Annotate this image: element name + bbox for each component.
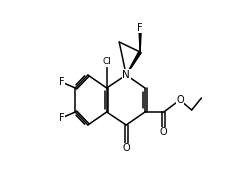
Text: Cl: Cl [102, 57, 111, 66]
Text: F: F [59, 113, 64, 123]
Text: O: O [122, 143, 130, 153]
Polygon shape [139, 28, 141, 52]
Text: F: F [137, 23, 143, 33]
Text: F: F [59, 77, 64, 87]
Text: N: N [122, 70, 130, 80]
Text: O: O [176, 95, 184, 105]
Polygon shape [126, 51, 141, 75]
Text: O: O [160, 127, 168, 137]
